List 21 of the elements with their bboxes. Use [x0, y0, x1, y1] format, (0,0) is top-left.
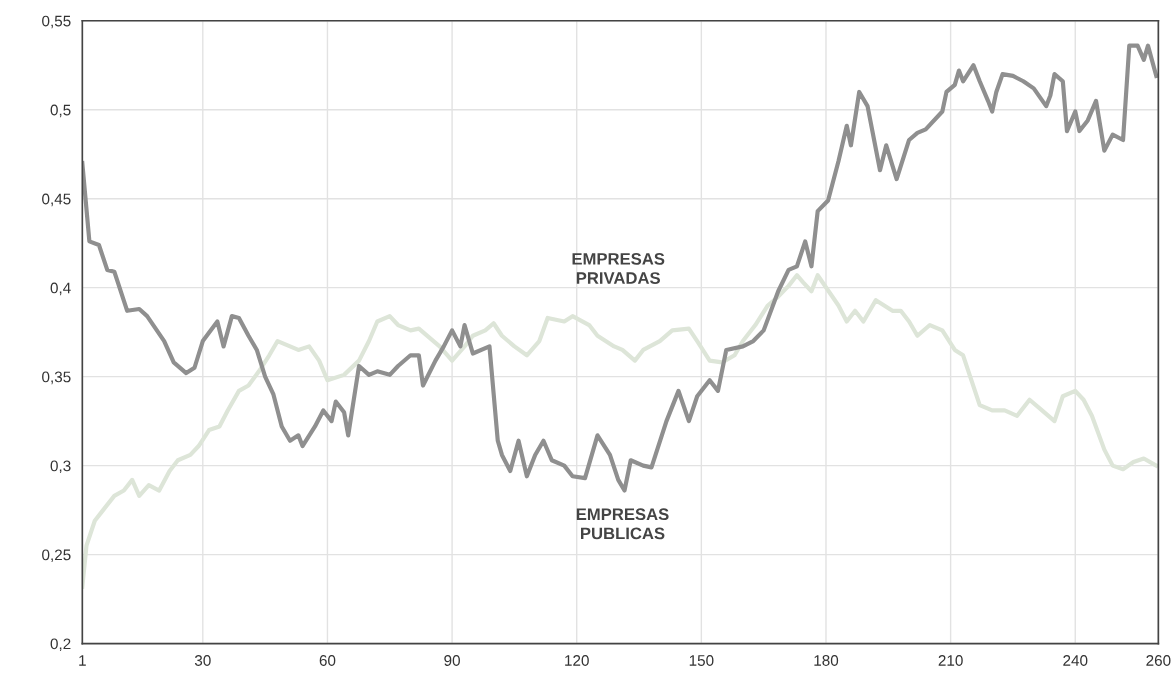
x-tick-label: 260: [1146, 655, 1171, 666]
y-tick-label: 0,25: [42, 549, 71, 563]
x-tick-label: 210: [938, 655, 963, 666]
y-tick-label: 0,3: [50, 460, 71, 474]
x-tick-label: 30: [194, 655, 211, 666]
x-tick-label: 90: [444, 655, 460, 666]
x-tick-label: 1: [79, 655, 86, 666]
y-tick-label: 0,55: [42, 15, 71, 29]
line-series: [82, 43, 1159, 493]
y-tick-label: 0,35: [42, 371, 71, 385]
y-tick-label: 0,45: [42, 193, 71, 207]
x-tick-label: 240: [1063, 655, 1088, 666]
y-tick-label: 0,5: [50, 104, 71, 118]
x-tick-label: 150: [689, 655, 714, 666]
series-label: EMPRESAS PUBLICAS: [576, 508, 669, 540]
y-tick-label: 0,2: [50, 638, 71, 652]
series-label: EMPRESAS PRIVADAS: [572, 252, 665, 284]
y-tick-label: 0,4: [50, 282, 71, 296]
x-tick-label: 120: [565, 655, 589, 666]
x-tick-label: 60: [319, 655, 336, 666]
x-tick-label: 180: [814, 655, 839, 666]
